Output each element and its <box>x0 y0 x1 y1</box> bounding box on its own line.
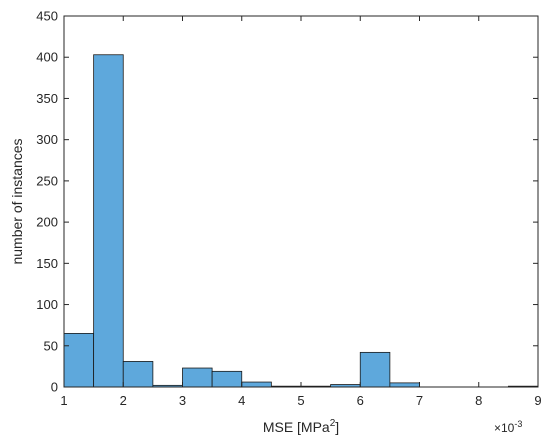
histogram-bar <box>359 351 391 388</box>
x-tick-label: 4 <box>238 393 245 408</box>
y-tick-label: 150 <box>36 256 58 271</box>
histogram-bar <box>93 54 124 388</box>
y-tick-label: 350 <box>36 91 58 106</box>
x-axis-exponent-base: ×10 <box>494 421 515 435</box>
x-axis-label-main: MSE [MPa <box>263 419 330 435</box>
y-tick-label: 100 <box>36 297 58 312</box>
y-tick-label: 300 <box>36 132 58 147</box>
y-tick-label: 0 <box>51 380 58 395</box>
histogram-bar <box>211 370 243 388</box>
x-axis-exponent-power: -3 <box>514 419 522 429</box>
y-tick-label: 200 <box>36 215 58 230</box>
x-tick-label: 2 <box>120 393 127 408</box>
ticks-group: 1 2 3 4 5 6 7 8 9 0 50 100 150 200 250 300 350 400 450 <box>36 9 541 409</box>
histogram-bar <box>241 381 272 388</box>
histogram-bar <box>389 382 420 388</box>
x-tick-label: 8 <box>475 393 482 408</box>
x-axis-label-superscript: 2 <box>330 418 336 429</box>
plot-area-box <box>63 15 539 388</box>
histogram-bar <box>182 367 213 388</box>
x-tick-label: 1 <box>60 393 67 408</box>
x-tick-label: 3 <box>179 393 186 408</box>
y-tick-label: 250 <box>36 173 58 188</box>
x-tick-label: 6 <box>357 393 364 408</box>
x-axis-label: MSE [MPa2] <box>263 418 339 435</box>
x-axis-exponent-label: ×10-3 <box>494 419 522 435</box>
x-tick-label: 5 <box>297 393 304 408</box>
y-axis-label: number of instances <box>9 138 25 264</box>
y-tick-label: 400 <box>36 50 58 65</box>
y-tick-label: 50 <box>44 338 58 353</box>
x-tick-label: 9 <box>534 393 541 408</box>
x-tick-label: 7 <box>416 393 423 408</box>
histogram-bar <box>63 333 95 388</box>
bars-group <box>63 54 539 388</box>
x-axis-label-suffix: ] <box>335 419 339 435</box>
histogram-bar <box>122 361 154 388</box>
y-tick-label: 450 <box>36 9 58 24</box>
